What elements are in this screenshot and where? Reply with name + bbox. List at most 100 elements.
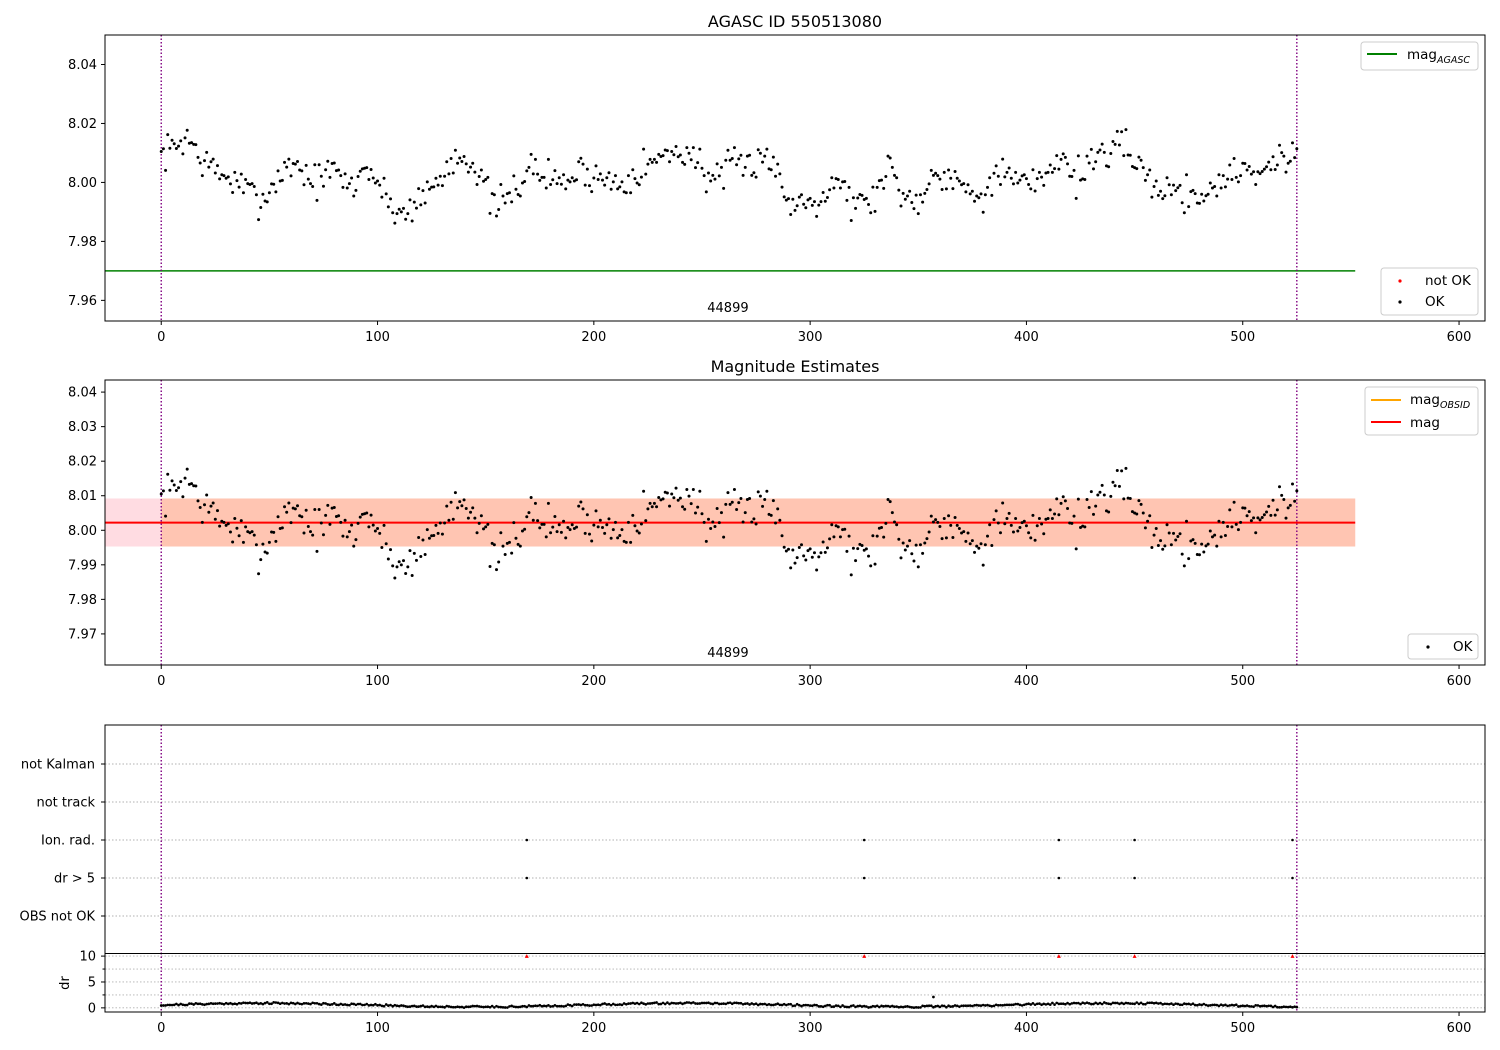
ok-point [1005,170,1009,174]
agasc-axes-frame [104,34,1486,322]
ok-point [633,524,637,528]
x-tick-label: 500 [1230,1021,1255,1036]
ok-point [1172,531,1176,535]
dr-point [395,1004,399,1008]
dr-point [672,1001,676,1005]
ok-point [905,544,909,548]
ok-point [358,515,362,519]
dr-point [722,1002,725,1005]
dr-point [1161,1002,1165,1006]
ok-point [583,531,587,535]
ok-point [828,537,832,541]
ok-point [981,563,985,567]
dr-point [421,1004,425,1007]
dr-point [1057,1002,1061,1006]
ok-point [771,155,775,159]
ok-point [890,511,894,515]
ok-point [588,532,592,536]
dr-point [391,1004,395,1008]
ok-point [432,185,436,189]
ok-point [540,522,544,526]
x-tick-label: 400 [1014,1021,1039,1036]
ok-point [795,556,799,560]
ok-point [657,495,661,499]
ok-point [1236,180,1240,184]
dr-point [986,1003,989,1007]
dr-point [296,1001,299,1005]
ok-point [1083,177,1087,181]
ok-point [724,502,728,506]
ok-point [384,192,388,196]
dr-point [1211,1003,1214,1007]
ok-point [339,174,343,178]
dr-point [166,1003,170,1007]
ok-point [918,193,922,197]
ok-point [726,148,730,152]
dr-point [417,1005,420,1008]
ok-point [1245,514,1249,518]
dr-clipped-marker [1132,954,1137,958]
dr-point [756,1003,760,1007]
ok-point [843,180,847,184]
ok-point [492,193,496,197]
dr-point [888,1005,892,1009]
dr-point [1148,1001,1152,1005]
ok-point [1252,516,1256,520]
dr-point [728,1001,732,1005]
ok-point [1143,526,1147,530]
ok-point [869,564,873,568]
ok-point [1254,531,1258,535]
ok-point [694,511,698,515]
dr-point [661,1001,665,1005]
ok-point [895,176,899,180]
dr-point [222,1002,226,1006]
dr-point [488,1005,492,1009]
ok-point [832,535,836,539]
ok-point [715,507,719,511]
ok-point [741,520,745,524]
ok-point [648,501,652,505]
dr-point [1038,1002,1041,1006]
dr-point [542,1004,546,1008]
ok-point [639,175,643,179]
ok-point [799,193,803,197]
ok-point [769,513,773,517]
ok-point [741,173,745,177]
ok-point [261,192,265,196]
dr-point [741,1002,745,1006]
ok-point [1191,188,1195,192]
ok-point [661,497,665,501]
ok-point [386,557,390,561]
ok-point [304,163,308,167]
ok-point [962,182,966,186]
ok-point [1167,531,1171,535]
ok-point [161,489,165,493]
ok-point [445,160,449,164]
ok-point [1193,541,1197,545]
ok-point [339,520,343,524]
ok-point [1161,547,1165,551]
dr-point [709,1002,712,1005]
dr-point [830,1005,834,1009]
ok-point [1053,167,1057,171]
dr-point [640,1001,643,1005]
ok-point [209,160,213,164]
ok-point [341,534,345,538]
ok-point [687,151,691,155]
ok-point [1148,168,1152,172]
ok-point [1206,542,1210,546]
ok-point [434,176,438,180]
ok-point [1260,170,1264,174]
ok-point [739,496,743,500]
ok-point [603,531,607,535]
dr-point [1150,1001,1154,1005]
dr-point [1234,1003,1238,1007]
dr-point [551,1004,555,1008]
ok-point [819,200,823,204]
ok-point [681,505,685,509]
ok-point [871,534,875,538]
dr-point [737,1001,741,1005]
ok-point [1087,161,1091,165]
